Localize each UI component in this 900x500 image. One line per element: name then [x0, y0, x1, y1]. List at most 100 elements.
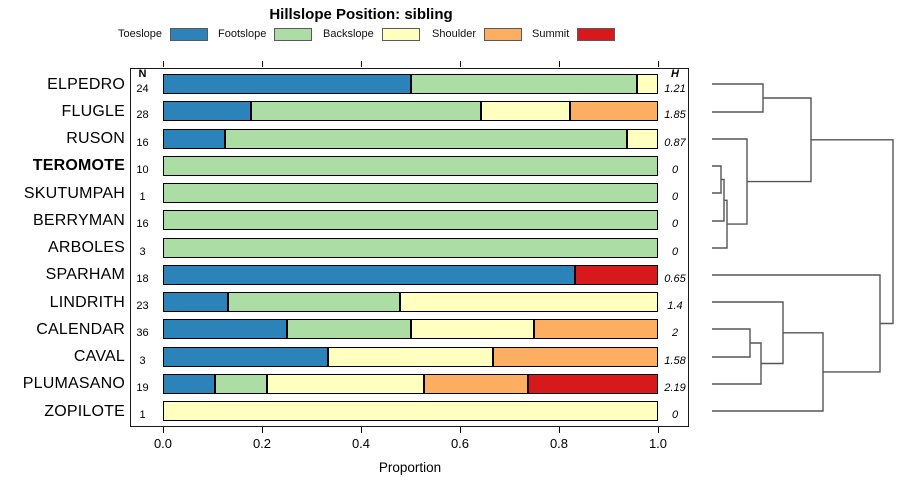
bar-segment-toeslope: [163, 264, 576, 285]
bar-segment-backslope: [481, 101, 570, 122]
bar-segment-backslope: [163, 401, 658, 421]
bar-segment-summit: [575, 264, 658, 285]
bar-segment-backslope: [627, 128, 658, 149]
plot-frame: [130, 68, 689, 427]
n-value: 10: [136, 163, 149, 176]
dendrogram-link: [811, 139, 894, 325]
n-value: 1: [139, 409, 146, 421]
legend-item-footslope: Footslope: [218, 26, 313, 42]
x-tick: [559, 427, 560, 433]
bar-segment-toeslope: [163, 128, 225, 149]
n-value: 18: [136, 272, 149, 285]
bar-segment-footslope: [224, 128, 628, 149]
bar-segment-backslope: [327, 346, 493, 367]
x-tick-label: 0.8: [549, 436, 569, 451]
legend-item-summit: Summit: [532, 26, 616, 42]
h-value: 1.21: [664, 83, 686, 95]
x-tick-label: 0.4: [351, 436, 371, 451]
row-label-sparham: SPARHAM: [45, 266, 125, 284]
bar-segment-footslope: [163, 183, 658, 203]
h-value: 2.19: [664, 381, 686, 394]
legend-label: Toeslope: [118, 28, 163, 40]
legend-item-backslope: Backslope: [323, 26, 420, 42]
dendrogram-link: [712, 274, 881, 373]
bar-segment-backslope: [637, 74, 658, 94]
row-label-berryman: BERRYMAN: [33, 211, 125, 229]
n-value: 3: [139, 354, 146, 367]
row-label-ruson: RUSON: [66, 130, 125, 147]
h-value: 0.65: [664, 272, 686, 285]
n-value: 3: [139, 245, 146, 258]
bar-segment-toeslope: [163, 74, 411, 94]
n-value: 16: [136, 136, 149, 149]
x-tick: [361, 427, 362, 433]
row-label-teromote: TEROMOTE: [32, 157, 125, 175]
x-tick-label: 0.0: [153, 436, 173, 451]
x-tick-top: [559, 61, 560, 67]
legend-label: Backslope: [323, 28, 374, 40]
bar-segment-shoulder: [493, 346, 658, 367]
h-value: 2: [671, 327, 679, 340]
h-value: 1.4: [667, 300, 683, 312]
h-value: 1.85: [664, 109, 686, 122]
row-label-lindrith: LINDRITH: [49, 293, 125, 311]
bar-segment-toeslope: [163, 101, 252, 122]
bar-segment-backslope: [410, 319, 535, 340]
stacked-bar-lindrith: [163, 292, 658, 312]
bar-segment-shoulder: [534, 319, 658, 340]
n-value: 28: [136, 109, 149, 122]
stacked-bar-teromote: [163, 155, 658, 176]
legend-swatch-summit: [577, 27, 616, 41]
bar-segment-backslope: [399, 292, 658, 312]
row-label-zopilote: ZOPILOTE: [44, 402, 125, 420]
bar-segment-toeslope: [163, 373, 216, 394]
dendrogram-link: [712, 199, 728, 249]
x-tick-label: 0.6: [450, 436, 470, 451]
dendrogram-link: [712, 332, 824, 412]
x-tick: [262, 427, 263, 433]
row-label-arboles: ARBOLES: [48, 239, 125, 256]
legend-item-toeslope: Toeslope: [118, 26, 209, 42]
bar-segment-toeslope: [163, 292, 228, 312]
dendrogram-link: [712, 328, 751, 358]
h-value: 0: [671, 218, 679, 231]
chart-title: Hillslope Position: sibling: [269, 6, 453, 23]
dendrogram-link: [712, 342, 762, 385]
row-label-caval: CAVAL: [73, 348, 125, 365]
stacked-bar-skutumpah: [163, 183, 658, 203]
n-value: 24: [136, 83, 149, 95]
legend-swatch-footslope: [274, 27, 313, 41]
h-value: 0: [671, 163, 679, 176]
stacked-bar-sparham: [163, 264, 658, 285]
dendrogram-link: [747, 97, 812, 183]
bar-segment-footslope: [163, 155, 658, 176]
h-value: 0.87: [664, 136, 686, 149]
h-value: 1.58: [664, 354, 686, 367]
x-tick-top: [262, 61, 263, 67]
n-value: 16: [136, 218, 149, 231]
legend-item-shoulder: Shoulder: [432, 26, 523, 42]
x-tick-label: 0.2: [252, 436, 272, 451]
legend-label: Footslope: [218, 28, 267, 40]
x-tick: [460, 427, 461, 433]
n-value: 36: [136, 327, 149, 340]
row-label-elpedro: ELPEDRO: [47, 75, 125, 93]
stacked-bar-berryman: [163, 210, 658, 231]
n-value: 23: [136, 300, 149, 312]
row-label-skutumpah: SKUTUMPAH: [23, 184, 125, 202]
x-tick-top: [460, 61, 461, 67]
x-tick-top: [361, 61, 362, 67]
stacked-bar-flugle: [163, 101, 658, 122]
dendrogram-link: [712, 301, 784, 365]
stacked-bar-zopilote: [163, 401, 658, 421]
x-tick-top: [163, 61, 164, 67]
bar-segment-footslope: [163, 237, 658, 258]
n-value: 19: [136, 381, 149, 394]
bar-segment-footslope: [215, 373, 268, 394]
n-column-header: N: [138, 68, 147, 80]
bar-segment-footslope: [163, 210, 658, 231]
n-value: 1: [139, 191, 146, 203]
x-tick-label: 1.0: [648, 436, 668, 451]
stacked-bar-ruson: [163, 128, 658, 149]
